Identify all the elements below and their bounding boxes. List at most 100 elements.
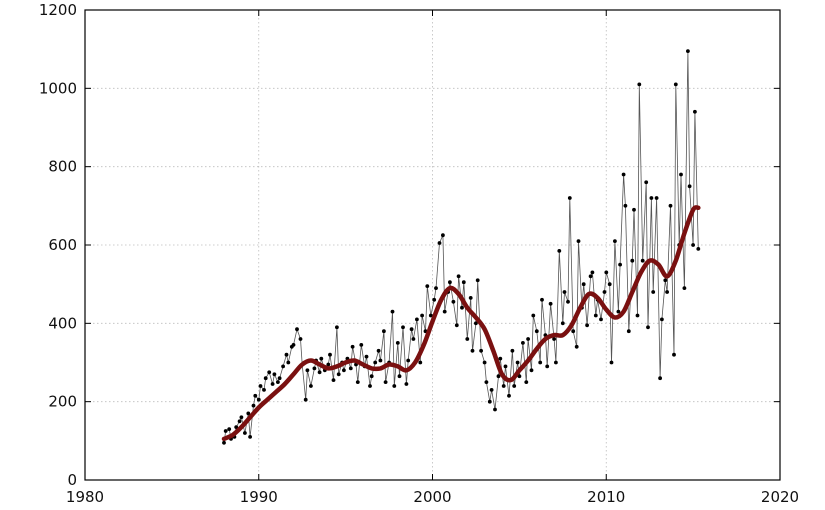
raw-data-point bbox=[276, 380, 280, 384]
raw-data-point bbox=[359, 343, 364, 347]
raw-data-point bbox=[602, 290, 607, 294]
raw-data-point bbox=[552, 337, 556, 341]
raw-data-point bbox=[373, 360, 378, 365]
raw-data-point bbox=[576, 239, 581, 244]
raw-data-point bbox=[637, 82, 642, 87]
raw-data-point bbox=[588, 274, 593, 279]
y-tick-label: 200 bbox=[48, 393, 77, 411]
raw-data-point bbox=[693, 109, 697, 114]
raw-data-point bbox=[383, 380, 388, 384]
raw-data-point bbox=[626, 329, 631, 334]
raw-data-point bbox=[305, 368, 310, 373]
raw-data-point bbox=[585, 323, 589, 328]
raw-data-point bbox=[406, 358, 411, 363]
raw-data-point bbox=[607, 282, 612, 287]
raw-data-point bbox=[538, 360, 543, 365]
raw-data-point bbox=[498, 356, 503, 361]
raw-data-point bbox=[687, 184, 692, 189]
raw-data-point bbox=[475, 278, 480, 283]
raw-data-point bbox=[682, 286, 687, 290]
x-tick-label: 2020 bbox=[761, 488, 799, 506]
raw-data-point bbox=[557, 249, 562, 253]
raw-data-point bbox=[442, 309, 447, 314]
raw-data-point bbox=[668, 203, 673, 208]
raw-data-point bbox=[489, 388, 494, 392]
raw-data-point bbox=[515, 360, 520, 365]
y-tick-label: 1000 bbox=[39, 79, 77, 97]
raw-data-point bbox=[621, 172, 626, 177]
raw-data-point bbox=[484, 380, 489, 384]
raw-data-point bbox=[640, 258, 645, 263]
raw-data-point bbox=[531, 313, 536, 318]
raw-data-point bbox=[571, 329, 576, 334]
raw-data-point bbox=[660, 317, 664, 322]
raw-data-point bbox=[309, 384, 313, 388]
raw-data-point bbox=[567, 196, 572, 200]
raw-data-point bbox=[432, 297, 437, 302]
raw-data-point bbox=[409, 327, 414, 332]
raw-data-point bbox=[487, 399, 492, 404]
raw-data-point bbox=[267, 370, 272, 375]
raw-data-point bbox=[368, 384, 372, 388]
raw-series-line bbox=[223, 51, 699, 443]
tick-labels: 1980 1990 2000 2010 2020 0 200 400 600 800 1000 120… bbox=[39, 1, 799, 506]
raw-data-point bbox=[395, 341, 400, 345]
raw-data-point bbox=[545, 364, 550, 369]
raw-data-point bbox=[521, 341, 525, 345]
raw-data-point bbox=[613, 239, 617, 244]
raw-data-point bbox=[618, 262, 622, 267]
raw-data-point bbox=[441, 233, 445, 238]
x-tick-label: 2000 bbox=[413, 488, 451, 506]
raw-data-point bbox=[679, 172, 683, 177]
raw-data-point bbox=[434, 286, 438, 290]
raw-data-point bbox=[262, 388, 266, 392]
y-tick-label: 1200 bbox=[39, 1, 77, 19]
raw-data-point bbox=[243, 431, 247, 435]
raw-data-point bbox=[581, 282, 586, 287]
raw-data-point bbox=[507, 393, 511, 398]
raw-data-point bbox=[503, 364, 508, 369]
raw-data-point bbox=[654, 196, 659, 200]
raw-data-point bbox=[554, 360, 558, 365]
raw-data-point bbox=[335, 325, 339, 330]
raw-data-point bbox=[461, 280, 466, 285]
raw-data-point bbox=[691, 243, 695, 247]
trend-series bbox=[221, 205, 701, 442]
raw-data-point bbox=[672, 352, 676, 357]
raw-data-point bbox=[448, 280, 452, 285]
raw-data-point bbox=[665, 290, 669, 294]
raw-data-point bbox=[251, 403, 256, 408]
raw-data-point bbox=[256, 397, 261, 402]
grid-lines bbox=[85, 10, 780, 480]
raw-data-point bbox=[227, 427, 232, 431]
raw-data-point bbox=[317, 370, 322, 375]
raw-data-point bbox=[418, 360, 423, 365]
raw-data-point bbox=[239, 415, 244, 420]
raw-data-point bbox=[534, 329, 539, 334]
raw-data-point bbox=[392, 384, 397, 388]
raw-data-point bbox=[355, 380, 360, 384]
raw-data-point bbox=[501, 384, 506, 388]
raw-data-point bbox=[295, 327, 299, 332]
raw-data-point bbox=[686, 49, 690, 53]
raw-data-point bbox=[468, 296, 473, 300]
raw-data-point bbox=[348, 366, 353, 371]
raw-data-point bbox=[258, 384, 263, 388]
raw-data-point bbox=[270, 382, 275, 386]
raw-data-point bbox=[651, 290, 656, 294]
raw-data-point bbox=[303, 397, 308, 402]
raw-data-point bbox=[369, 374, 374, 379]
axis-ticks bbox=[84, 9, 781, 481]
x-tick-label: 1990 bbox=[240, 488, 278, 506]
raw-data-point bbox=[574, 344, 579, 349]
raw-data-point bbox=[234, 425, 239, 429]
raw-data-point bbox=[562, 290, 567, 294]
raw-data-point bbox=[460, 305, 464, 310]
raw-data-point bbox=[291, 343, 296, 347]
raw-data-point bbox=[696, 247, 701, 251]
raw-data-point bbox=[319, 356, 324, 361]
raw-data-point bbox=[390, 309, 395, 314]
raw-data-point bbox=[465, 337, 470, 341]
raw-data-point bbox=[411, 337, 416, 341]
raw-data-point bbox=[277, 376, 282, 381]
